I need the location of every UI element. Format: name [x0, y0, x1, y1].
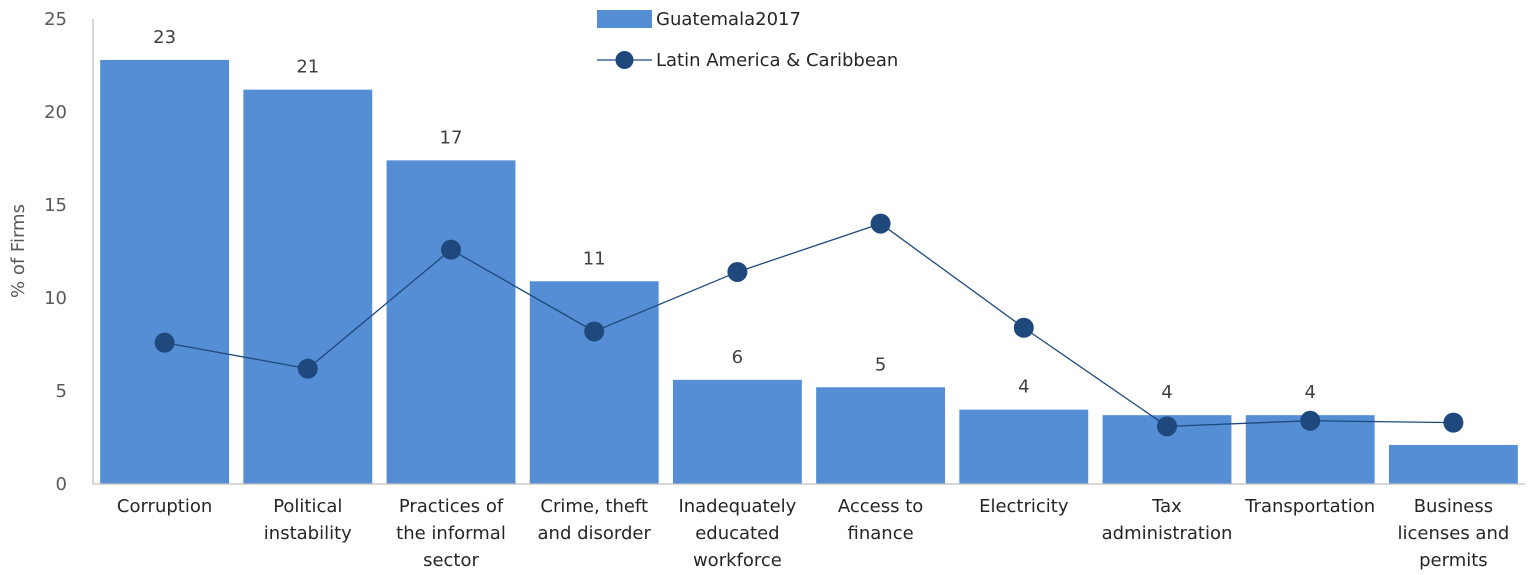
- bar: [672, 379, 802, 484]
- line-point: [441, 239, 461, 260]
- line-point: [297, 358, 318, 379]
- line-point: [1013, 317, 1034, 338]
- legend-bar-swatch: [597, 10, 652, 28]
- x-category-label: Business licenses and permits: [1398, 496, 1510, 571]
- x-category-label: Tax administration: [1102, 496, 1233, 544]
- x-category-label: Political instability: [264, 496, 352, 544]
- bar-data-label: 6: [732, 347, 743, 368]
- x-category-label: Corruption: [117, 496, 212, 517]
- y-tick-label: 0: [56, 474, 67, 495]
- x-category-label: Access to finance: [838, 496, 923, 544]
- bar-data-label: 23: [153, 27, 176, 48]
- bar-data-label: 4: [1304, 382, 1315, 403]
- x-category-label: Crime, theft and disorder: [538, 496, 652, 544]
- legend-line-marker: [615, 51, 634, 69]
- y-tick-label: 20: [44, 102, 67, 123]
- bar-data-label: 21: [296, 57, 319, 78]
- x-category-label: Inadequately educated workforce: [678, 496, 796, 571]
- legend-bar-label: Guatemala2017: [656, 9, 801, 30]
- bar: [243, 89, 373, 485]
- legend: Guatemala2017 Latin America & Caribbean: [597, 9, 898, 71]
- bar: [959, 409, 1089, 484]
- y-tick-label: 25: [44, 9, 67, 30]
- line-point: [1443, 412, 1464, 433]
- bar-data-labels: 23211711654442: [153, 27, 1459, 433]
- x-axis-category-labels: Corruption Political instability Practices …: [117, 496, 1509, 571]
- bar: [100, 59, 230, 485]
- y-tick-label: 10: [44, 288, 67, 309]
- x-category-label: Electricity: [979, 496, 1069, 517]
- line-point: [1300, 410, 1321, 431]
- bar: [386, 160, 516, 485]
- bar: [816, 387, 946, 484]
- line-series-path: [164, 222, 1454, 427]
- y-tick-label: 15: [44, 195, 67, 216]
- bar: [529, 281, 659, 484]
- bar-data-label: 11: [583, 248, 606, 269]
- line-point: [154, 332, 175, 353]
- line-point: [870, 213, 891, 234]
- bar-data-label: 17: [440, 127, 463, 148]
- bar-data-label: 4: [1018, 377, 1029, 398]
- line-point: [727, 261, 748, 282]
- x-category-label: Transportation: [1244, 496, 1375, 517]
- y-tick-label: 5: [56, 381, 67, 402]
- y-axis-ticks: 0 5 10 15 20 25: [44, 9, 67, 495]
- bar-data-label: 5: [875, 354, 886, 375]
- bar-series: [100, 59, 1518, 485]
- x-category-label: Practices of the informal sector: [396, 496, 506, 571]
- legend-line-label: Latin America & Caribbean: [656, 50, 898, 71]
- bar: [1388, 444, 1518, 484]
- bar-data-label: 4: [1161, 382, 1172, 403]
- line-point: [1157, 416, 1177, 437]
- line-series: [154, 213, 1464, 437]
- y-axis-title: % of Firms: [8, 204, 29, 298]
- line-point: [584, 321, 605, 342]
